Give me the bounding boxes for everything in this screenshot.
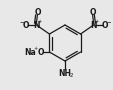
Text: O: O xyxy=(22,21,28,30)
Text: +: + xyxy=(94,19,98,24)
Text: N: N xyxy=(89,21,96,30)
Text: Na: Na xyxy=(24,48,36,57)
Text: NH: NH xyxy=(58,68,71,77)
Text: O: O xyxy=(100,21,107,30)
Text: +: + xyxy=(34,46,38,51)
Text: −: − xyxy=(19,19,24,24)
Text: N: N xyxy=(33,21,39,30)
Text: +: + xyxy=(37,19,41,24)
Text: O: O xyxy=(37,48,43,57)
Text: −: − xyxy=(105,19,110,24)
Text: O: O xyxy=(89,7,95,16)
Text: O: O xyxy=(34,7,40,16)
Text: 2: 2 xyxy=(69,73,73,78)
